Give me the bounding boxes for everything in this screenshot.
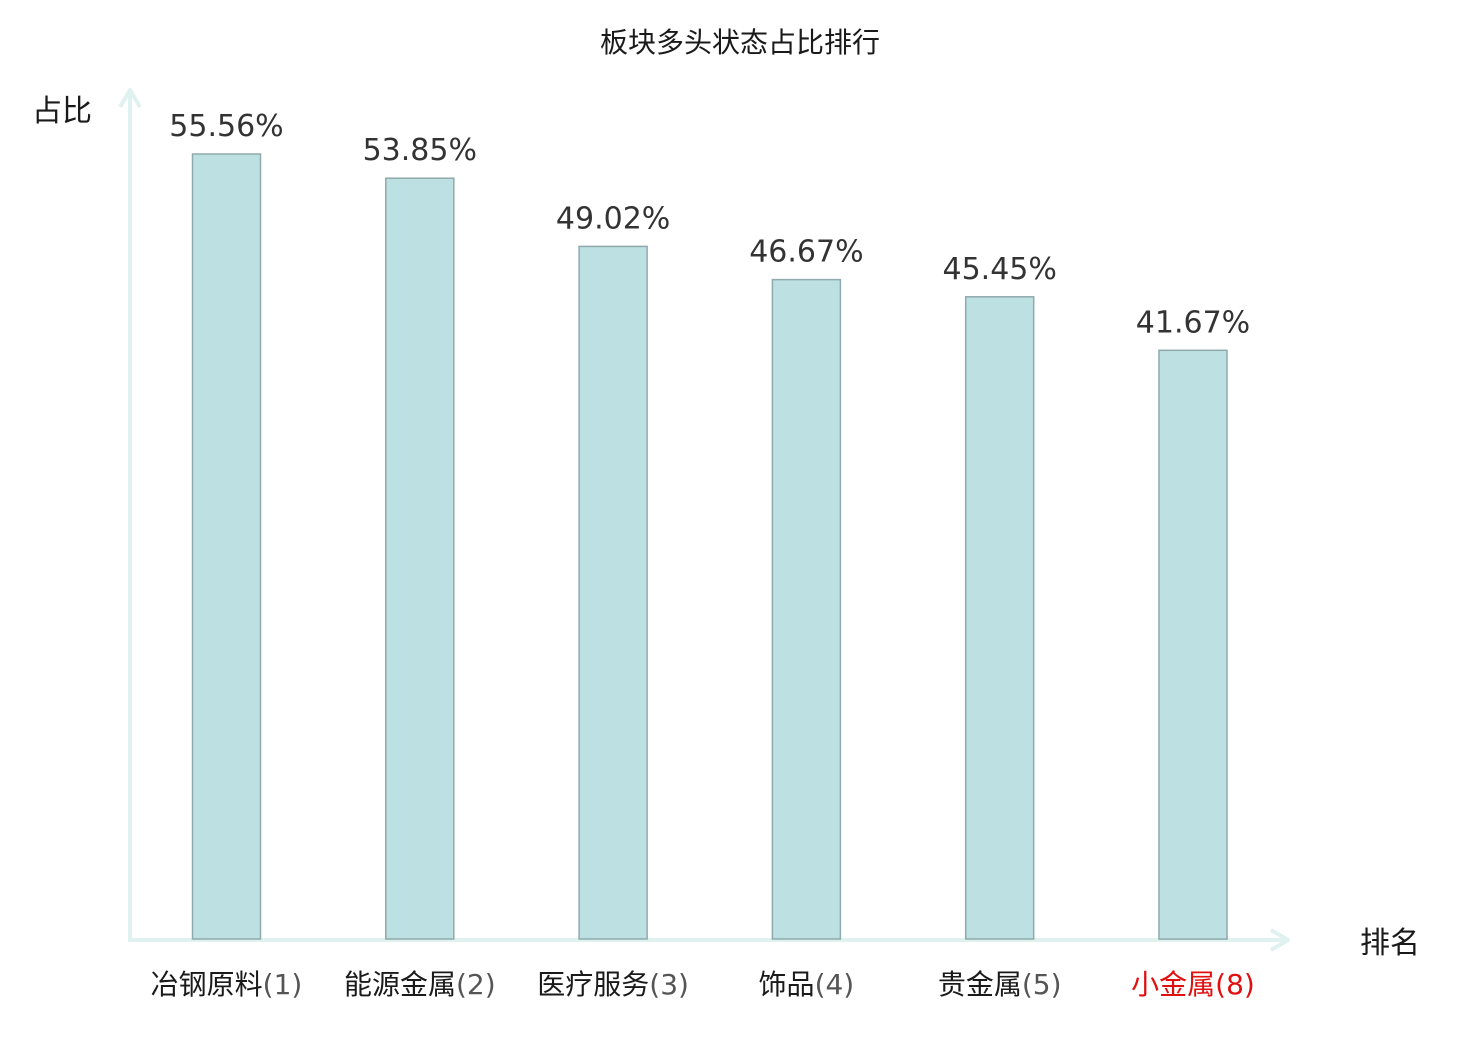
bar-4 — [771, 278, 842, 940]
value-label-4: 46.67% — [749, 235, 863, 270]
bar-5 — [964, 296, 1035, 940]
category-label-1: 冶钢原料(1) — [151, 968, 303, 1001]
category-rank-3: (3) — [649, 968, 689, 1001]
bar-6 — [1158, 349, 1228, 940]
chart-title: 板块多头状态占比排行 — [600, 26, 880, 59]
category-name-1: 冶钢原料 — [151, 968, 263, 1001]
value-label-6: 41.67% — [1136, 305, 1250, 340]
category-label-2: 能源金属(2) — [344, 968, 496, 1001]
category-label-6: 小金属(8) — [1131, 968, 1255, 1001]
x-axis-label: 排名 — [1360, 926, 1420, 961]
bars-group — [191, 153, 1228, 940]
value-label-3: 49.02% — [556, 201, 670, 236]
bar-3 — [578, 245, 648, 940]
y-axis-arrow-icon — [118, 88, 142, 109]
bar-2 — [385, 177, 455, 940]
category-name-4: 饰品 — [759, 968, 815, 1001]
category-name-5: 贵金属 — [938, 968, 1022, 1001]
axes — [118, 88, 1290, 952]
category-name-6: 小金属 — [1131, 968, 1215, 1001]
category-rank-2: (2) — [456, 968, 496, 1001]
category-label-4: 饰品(4) — [759, 968, 855, 1001]
value-labels-group: 55.56% 53.85% 49.02% 46.67% 45.45% 41.67% — [169, 109, 1250, 340]
value-label-5: 45.45% — [943, 252, 1057, 287]
category-label-3: 医疗服务(3) — [537, 968, 689, 1001]
category-label-5: 贵金属(5) — [938, 968, 1062, 1001]
category-name-2: 能源金属 — [344, 968, 456, 1001]
value-label-2: 53.85% — [363, 133, 477, 168]
category-name-3: 医疗服务 — [537, 968, 649, 1001]
y-axis-label: 占比 — [32, 94, 92, 129]
category-rank-1: (1) — [263, 968, 303, 1001]
category-labels-group: 冶钢原料(1) 能源金属(2) 医疗服务(3) 饰品(4) 贵金属(5) 小金属(8) — [151, 968, 1255, 1001]
value-label-1: 55.56% — [169, 109, 283, 144]
x-axis-arrow-icon — [1269, 928, 1290, 952]
category-rank-4: (4) — [815, 968, 855, 1001]
bar-1 — [191, 153, 262, 940]
category-rank-5: (5) — [1022, 968, 1062, 1001]
category-rank-6: (8) — [1215, 968, 1255, 1001]
